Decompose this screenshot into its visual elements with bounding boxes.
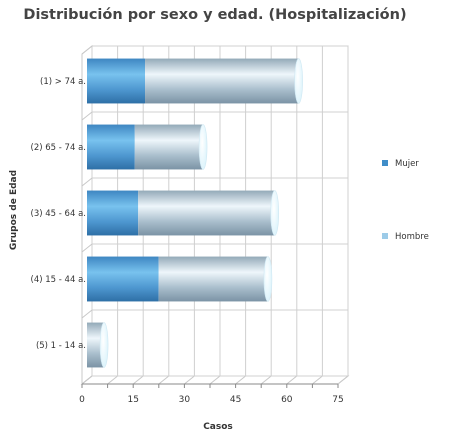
bar-end-cap — [198, 124, 208, 170]
x-tick-label: 30 — [179, 395, 191, 405]
bar-mujer-1 — [87, 58, 146, 104]
grid-line-left-wall — [81, 243, 93, 253]
bar-hombre-1 — [145, 58, 299, 104]
bars — [87, 58, 303, 368]
chart-title: Distribución por sexo y edad. (Hospitali… — [23, 7, 406, 23]
x-tick-label: 15 — [127, 395, 138, 405]
legend-label-hombre: Hombre — [395, 232, 429, 242]
bar-end-cap — [294, 58, 303, 104]
grid-line-floor — [312, 375, 323, 385]
grid-line-left-wall — [81, 177, 93, 187]
grid-line-left-wall — [81, 111, 93, 121]
grid-line-floor — [286, 375, 298, 385]
x-tick-label: 75 — [332, 395, 343, 405]
bar-mujer-4 — [87, 256, 159, 302]
grid-line-left-wall — [81, 375, 93, 385]
grid-line-left-wall — [81, 45, 93, 55]
x-tick-labels: 0 15 30 45 60 75 — [79, 395, 344, 405]
grid-line-floor — [337, 375, 349, 385]
grid-line-floor — [158, 375, 170, 385]
x-tick-label: 60 — [281, 395, 293, 405]
grid-line-floor — [209, 375, 221, 385]
grid-line-floor — [260, 375, 272, 385]
category-label: (2) 65 - 74 a. — [31, 143, 86, 153]
category-label: (5) 1 - 14 a. — [36, 341, 86, 351]
category-label: (4) 15 - 44 a. — [31, 275, 86, 285]
grid-line-floor — [235, 375, 246, 385]
grid-line-left-wall — [81, 309, 93, 319]
grid-line-floor — [107, 375, 118, 385]
bar-end-cap — [99, 322, 109, 368]
bar-mujer-3 — [87, 190, 139, 236]
legend-swatch-mujer — [382, 160, 388, 166]
y-axis-title: Grupos de Edad — [9, 170, 19, 250]
bar-end-cap — [263, 256, 273, 302]
bar-hombre-2 — [134, 124, 204, 170]
bar-mujer-2 — [87, 124, 135, 170]
category-labels: (1) > 74 a. (2) 65 - 74 a. (3) 45 - 64 a. (… — [31, 77, 86, 351]
bar-end-cap — [270, 190, 280, 236]
legend-label-mujer: Mujer — [395, 159, 419, 169]
bar-hombre-4 — [158, 256, 268, 302]
bar-hombre-3 — [138, 190, 275, 236]
grid-line-floor — [184, 375, 195, 385]
legend: Mujer Hombre — [382, 159, 429, 242]
category-label: (3) 45 - 64 a. — [31, 209, 86, 219]
x-tick-label: 0 — [79, 395, 85, 405]
x-tick-label: 45 — [230, 395, 241, 405]
bar-hombre-5 — [87, 322, 105, 368]
legend-swatch-hombre — [382, 233, 388, 239]
x-axis-title: Casos — [203, 422, 233, 432]
grid-line-floor — [132, 375, 144, 385]
category-label: (1) > 74 a. — [40, 77, 86, 87]
